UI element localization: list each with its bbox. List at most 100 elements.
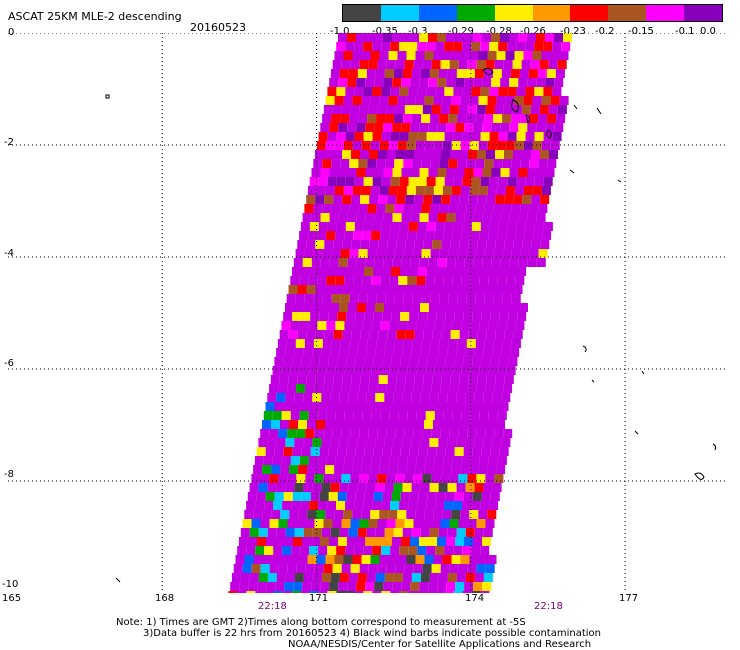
- swath-cell: [260, 429, 270, 438]
- swath-cell: [388, 51, 398, 60]
- swath-cell: [404, 105, 414, 114]
- swath-cell: [459, 150, 468, 159]
- swath-cell: [435, 591, 445, 593]
- swath-cell: [315, 330, 325, 339]
- swath-cell: [330, 303, 339, 312]
- swath-cell: [467, 519, 477, 528]
- swath-cell: [436, 492, 446, 501]
- swath-cell: [466, 339, 476, 348]
- swath-cell: [490, 357, 500, 366]
- swath-cell: [422, 474, 432, 483]
- swath-cell: [471, 42, 481, 51]
- swath-cell: [473, 537, 482, 546]
- swath-cell: [421, 159, 431, 168]
- swath-cell: [464, 258, 474, 267]
- swath-cell: [503, 105, 513, 114]
- colorbar-label: -0.3: [408, 26, 428, 37]
- swath-cell: [554, 78, 564, 87]
- swath-cell: [484, 204, 494, 213]
- swath-cell: [377, 60, 387, 69]
- swath-cell: [414, 375, 424, 384]
- swath-cell: [361, 186, 371, 195]
- swath-cell: [442, 141, 452, 150]
- swath-cell: [326, 411, 336, 420]
- swath-cell: [321, 348, 331, 357]
- swath-cell: [331, 249, 341, 258]
- swath-cell: [334, 465, 344, 474]
- swath-cell: [417, 42, 427, 51]
- swath-cell: [345, 132, 355, 141]
- swath-cell: [550, 141, 560, 150]
- swath-cell: [442, 510, 452, 519]
- swath-cell: [308, 231, 318, 240]
- swath-cell: [328, 312, 338, 321]
- swath-cell: [474, 528, 484, 537]
- swath-cell: [511, 294, 521, 303]
- swath-cell: [404, 429, 414, 438]
- swath-cell: [319, 492, 329, 501]
- swath-cell: [520, 204, 530, 213]
- swath-cell: [416, 456, 426, 465]
- swath-cell: [505, 141, 515, 150]
- swath-cell: [520, 159, 530, 168]
- swath-cell: [262, 510, 272, 519]
- colorbar-label: -0.23: [560, 26, 586, 37]
- swath-cell: [339, 69, 349, 78]
- swath-cell: [287, 429, 297, 438]
- swath-cell: [472, 447, 482, 456]
- swath-cell: [487, 510, 497, 519]
- swath-cell: [539, 105, 549, 114]
- swath-cell: [358, 339, 368, 348]
- swath-cell: [409, 492, 419, 501]
- swath-cell: [343, 96, 353, 105]
- swath-cell: [289, 420, 298, 429]
- swath-cell: [369, 150, 378, 159]
- swath-cell: [471, 501, 481, 510]
- swath-cell: [405, 330, 415, 339]
- swath-cell: [375, 393, 385, 402]
- swath-cell: [340, 249, 350, 258]
- swath-cell: [425, 321, 435, 330]
- swath-cell: [339, 348, 349, 357]
- swath-cell: [508, 357, 518, 366]
- swath-cell: [518, 78, 528, 87]
- swath-cell: [456, 573, 466, 582]
- swath-cell: [388, 510, 398, 519]
- swath-cell: [383, 78, 393, 87]
- swath-cell: [448, 294, 458, 303]
- island-outline: [641, 370, 645, 375]
- swath-cell: [431, 105, 441, 114]
- swath-cell: [341, 474, 351, 483]
- swath-cell: [278, 564, 288, 573]
- swath-cell: [255, 546, 265, 555]
- swath-cell: [532, 96, 542, 105]
- swath-cell: [330, 573, 340, 582]
- swath-cell: [301, 312, 311, 321]
- swath-cell: [347, 258, 357, 267]
- swath-cell: [513, 150, 522, 159]
- swath-cell: [246, 546, 256, 555]
- swath-cell: [420, 573, 430, 582]
- swath-cell: [332, 60, 342, 69]
- swath-cell: [548, 60, 558, 69]
- swath-cell: [309, 501, 319, 510]
- swath-cell: [370, 51, 380, 60]
- swath-cell: [496, 96, 506, 105]
- swath-cell: [437, 258, 447, 267]
- swath-cell: [285, 348, 295, 357]
- swath-cell: [488, 456, 498, 465]
- swath-cell: [488, 366, 498, 375]
- swath-cell: [514, 186, 524, 195]
- swath-cell: [312, 348, 322, 357]
- swath-cell: [494, 60, 504, 69]
- swath-cell: [346, 402, 356, 411]
- swath-cell: [484, 339, 494, 348]
- swath-cell: [282, 591, 292, 593]
- swath-cell: [366, 438, 376, 447]
- swath-cell: [294, 573, 304, 582]
- swath-cell: [547, 114, 557, 123]
- swath-cell: [285, 483, 295, 492]
- swath-cell: [525, 87, 535, 96]
- swath-cell: [400, 447, 410, 456]
- swath-cell: [310, 312, 320, 321]
